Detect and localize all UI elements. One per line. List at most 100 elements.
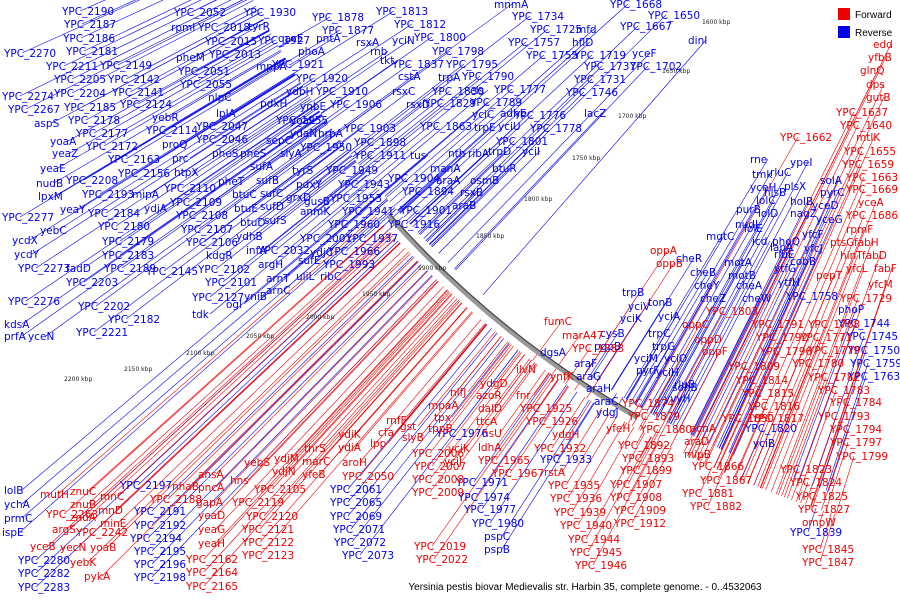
gene-label: rsxB <box>460 187 483 199</box>
gene-label: ypeI <box>790 157 812 169</box>
gene-leader-line <box>361 102 443 168</box>
reverse-gene-label: YPC_2124 <box>119 99 172 111</box>
forward-gene-label: minE <box>100 518 126 530</box>
gene-leader-line <box>275 175 368 251</box>
reverse-gene-label: YPC_1750 <box>847 345 900 357</box>
gene-label: yciU <box>498 121 521 133</box>
gene-leader-line <box>47 232 391 547</box>
gene-leader-line <box>563 375 569 383</box>
gene-leader-line <box>501 403 595 550</box>
gene-leader-line <box>203 296 456 573</box>
gene-leader-line <box>640 186 769 408</box>
reverse-gene-label: yciB <box>753 438 775 450</box>
reverse-gene-label: YPC_2163 <box>107 154 160 166</box>
gene-leader-line <box>21 114 323 325</box>
gene-label: phoA <box>298 46 326 58</box>
gene-leader-line <box>137 30 270 105</box>
gene-leader-line <box>283 193 383 279</box>
gene-label: pdxY <box>296 179 323 191</box>
reverse-gene-label: YPC_1953 <box>329 193 382 205</box>
forward-gene-label: YPC_1824 <box>789 477 842 489</box>
gene-leader-line <box>713 379 755 469</box>
forward-gene-label: YPC_1866 <box>691 461 744 473</box>
forward-gene-label: YPC_2162 <box>185 554 238 566</box>
gene-label: mfd <box>576 24 597 36</box>
reverse-gene-label: lolB <box>4 485 23 497</box>
reverse-gene-label: YPC_2127 <box>191 292 244 304</box>
gene-leader-line <box>585 432 646 540</box>
reverse-gene-label: YPC_2172 <box>85 141 138 153</box>
gene-leader-line <box>412 114 533 228</box>
gene-leader-line <box>289 293 453 472</box>
forward-gene-label: oppF <box>702 346 728 358</box>
reverse-gene-label: YPC_2055 <box>179 79 232 91</box>
gene-label: infA <box>246 245 267 257</box>
gene-leader-line <box>215 286 444 530</box>
gene-leader-line <box>656 261 743 417</box>
gene-leader-line <box>290 50 317 67</box>
gene-leader-line <box>683 111 855 454</box>
gene-leader-line <box>592 440 660 566</box>
reverse-gene-label: yeaY <box>60 204 86 216</box>
gene-leader-line <box>51 12 261 124</box>
forward-gene-label: rstA <box>544 467 566 479</box>
forward-gene-label: YPC_2022 <box>415 554 468 566</box>
gene-label: tyrS <box>292 165 314 177</box>
gene-leader-line <box>705 83 885 465</box>
gene-leader-line <box>565 412 611 486</box>
gene-leader-line <box>93 144 344 333</box>
forward-gene-label: ydiK <box>338 429 362 441</box>
gene-leader-line <box>119 106 317 242</box>
reverse-gene-label: YPC_2178 <box>67 115 120 127</box>
kbp-tick-label: 2150 kbp <box>124 366 152 373</box>
forward-gene-label: marC <box>302 456 330 468</box>
forward-gene-label: yciK <box>448 443 471 455</box>
gene-leader-line <box>687 69 879 456</box>
forward-gene-label: fnr <box>516 390 531 402</box>
forward-gene-label: YPC_2122 <box>241 537 294 549</box>
gene-leader-line <box>247 280 439 481</box>
reverse-gene-label: YPC_2276 <box>7 296 60 308</box>
gene-leader-line <box>87 235 394 518</box>
reverse-gene-label: lpxM <box>38 191 63 203</box>
gene-label: yceG <box>816 214 843 226</box>
forward-gene-label: YPC_1907 <box>609 479 662 491</box>
gene-leader-line <box>495 372 550 448</box>
reverse-gene-label: YPC_1980 <box>471 518 524 530</box>
gene-leader-line <box>397 190 421 212</box>
gene-label: sufS <box>264 215 287 227</box>
kbp-tick-label: 1850 kbp <box>476 233 504 240</box>
forward-gene-label: fabF <box>874 263 897 275</box>
gene-label: rne <box>750 154 767 166</box>
forward-gene-label: nifJ <box>450 387 466 399</box>
reverse-gene-label: YPC_2065 <box>329 497 382 509</box>
gene-leader-line <box>359 192 382 212</box>
gene-leader-line <box>315 198 388 261</box>
gene-label: yciH <box>656 367 679 379</box>
reverse-gene-label: ydjA <box>144 203 168 215</box>
gene-leader-line <box>675 185 803 428</box>
forward-gene-label: YPC_2019 <box>413 541 466 553</box>
forward-gene-label: fabD <box>862 250 887 262</box>
gene-leader-line <box>340 211 400 265</box>
gene-leader-line <box>71 0 254 94</box>
gene-leader-line <box>355 307 468 435</box>
kbp-tick-label: 1750 kbp <box>572 155 600 162</box>
reverse-gene-label: YPC_1820 <box>744 423 797 435</box>
gene-leader-line <box>87 251 410 563</box>
gene-label: ydaN <box>290 128 317 140</box>
gene-leader-line <box>335 75 417 135</box>
gene-leader-line <box>417 140 515 233</box>
gene-leader-line <box>793 308 857 480</box>
forward-gene-label: YPC_1780 <box>791 358 844 370</box>
gene-label: solA <box>820 175 843 187</box>
forward-gene-label: znuB <box>70 499 96 511</box>
reverse-gene-label: YPC_2198 <box>133 572 186 584</box>
reverse-gene-label: YPC_2061 <box>329 484 382 496</box>
gene-leader-line <box>83 108 318 269</box>
kbp-tick-label: 1900 kbp <box>418 265 446 272</box>
forward-gene-label: YPC_1768 <box>807 319 860 331</box>
forward-gene-label: oppB <box>656 258 683 270</box>
gene-leader-line <box>408 179 455 223</box>
gene-leader-line <box>119 114 323 256</box>
